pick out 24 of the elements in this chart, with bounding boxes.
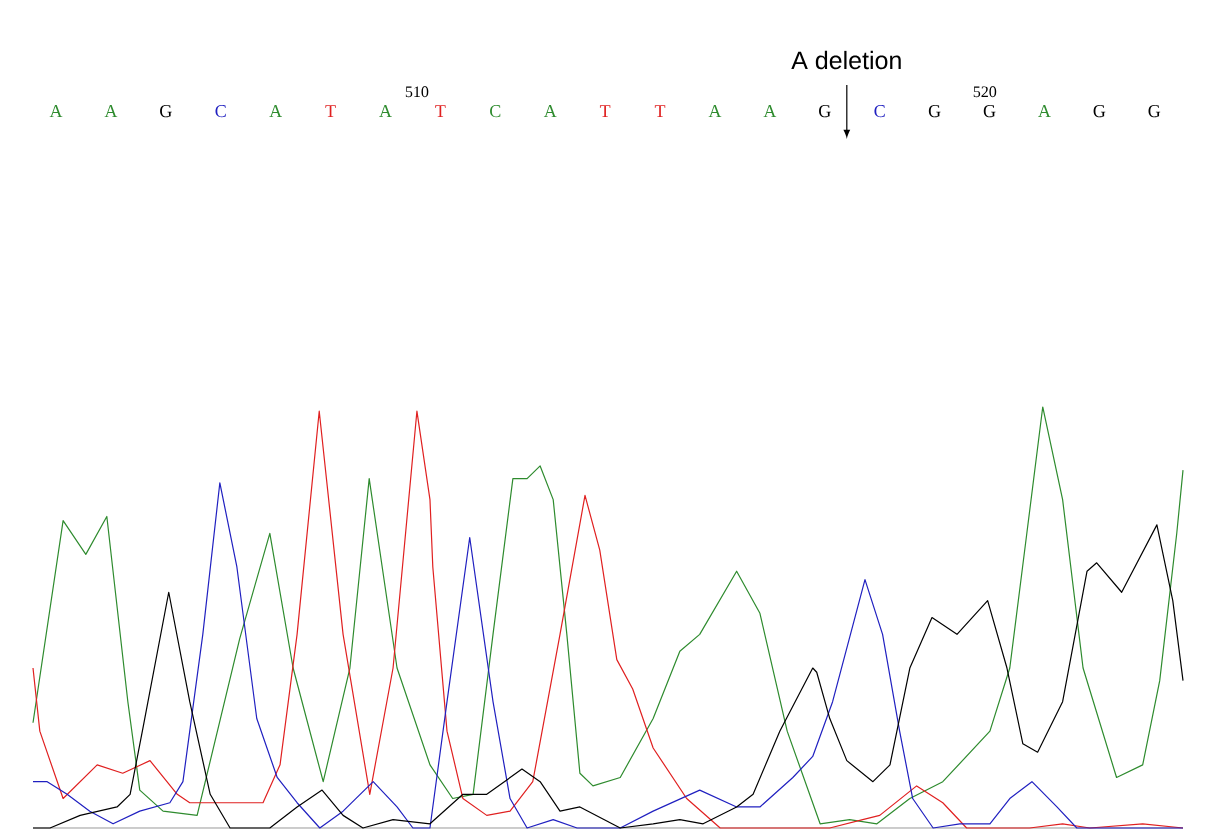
text: A xyxy=(1038,105,1051,117)
text: G xyxy=(928,105,941,118)
text: T xyxy=(325,105,336,117)
text: A xyxy=(708,105,722,117)
annotation: A deletion xyxy=(791,50,901,70)
x-tick-label: 520 xyxy=(973,86,997,98)
text: G xyxy=(983,105,996,118)
text: A xyxy=(49,105,63,117)
text: A xyxy=(763,105,777,117)
text: A xyxy=(269,105,283,117)
text: T xyxy=(599,105,611,117)
text: C xyxy=(874,105,885,118)
text: G xyxy=(160,105,172,118)
x-tick-label: 510 xyxy=(405,86,429,98)
text: G xyxy=(1093,105,1106,118)
text: T xyxy=(435,105,446,117)
text: G xyxy=(819,105,831,118)
text: A xyxy=(104,105,118,117)
text: A xyxy=(379,105,392,117)
text: G xyxy=(1148,105,1161,118)
text: C xyxy=(490,105,501,118)
text: A xyxy=(543,105,557,117)
text: C xyxy=(215,105,226,118)
text: T xyxy=(654,105,666,117)
